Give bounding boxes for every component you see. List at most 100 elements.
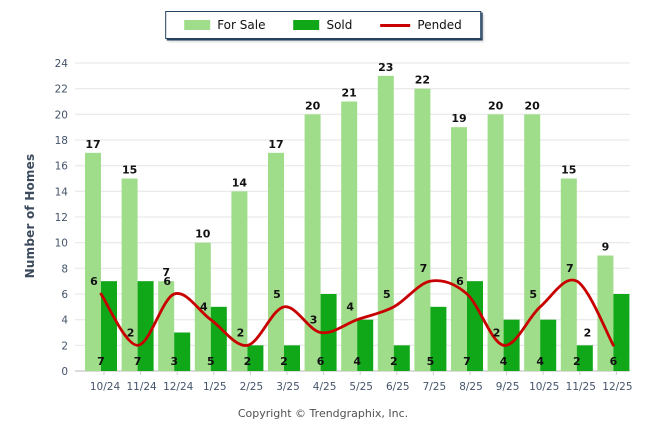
pended-value-label: 6: [163, 275, 171, 288]
for-sale-value-label: 20: [525, 99, 541, 112]
y-tick-label: 14: [55, 186, 69, 198]
for-sale-value-label: 17: [268, 138, 283, 151]
sold-value-label: 7: [134, 355, 142, 368]
pended-line: [99, 278, 615, 347]
pended-value-label: 4: [346, 301, 354, 314]
pended-value-label: 2: [584, 326, 592, 339]
bar-for-sale: [524, 114, 541, 371]
pended-value-label: 5: [383, 288, 391, 301]
bar-sold: [576, 345, 593, 371]
legend-label-sold: Sold: [326, 18, 353, 32]
bar-sold: [430, 306, 447, 371]
bar-for-sale: [451, 127, 467, 372]
bar-sold: [174, 332, 191, 371]
sold-value-label: 2: [390, 355, 398, 368]
x-tick-label: 10/24: [90, 381, 121, 393]
for-sale-value-label: 20: [305, 99, 321, 112]
bar-for-sale: [304, 114, 321, 371]
sold-value-label: 2: [244, 355, 252, 368]
pended-value-label: 2: [237, 326, 245, 339]
y-tick-label: 10: [55, 238, 68, 250]
x-tick-label: 2/25: [240, 381, 264, 393]
y-tick-label: 20: [55, 109, 68, 121]
sold-value-label: 4: [500, 355, 508, 368]
x-tick-label: 1/25: [203, 381, 227, 393]
for-sale-value-label: 15: [122, 164, 137, 177]
bar-for-sale: [268, 152, 284, 371]
pended-value-label: 4: [200, 301, 208, 314]
x-tick-label: 12/24: [163, 381, 194, 393]
pended-value-label: 2: [493, 326, 501, 339]
y-tick-label: 22: [55, 84, 68, 96]
sold-value-label: 4: [536, 355, 544, 368]
bar-for-sale: [121, 178, 138, 371]
x-tick-label: 8/25: [459, 381, 483, 393]
y-tick-label: 24: [55, 58, 69, 70]
for-sale-value-label: 10: [195, 228, 211, 241]
pended-value-label: 5: [529, 288, 537, 301]
pended-value-label: 7: [420, 262, 428, 275]
x-tick-label: 12/25: [602, 381, 632, 393]
pended-value-label: 3: [310, 314, 318, 327]
copyright-text: Copyright © Trendgraphix, Inc.: [237, 407, 409, 420]
y-tick-label: 16: [55, 161, 69, 173]
for-sale-value-label: 23: [378, 61, 393, 74]
for-sale-value-label: 14: [232, 176, 248, 189]
bar-for-sale: [231, 191, 248, 371]
for-sale-value-label: 15: [561, 164, 576, 177]
x-tick-label: 10/25: [529, 381, 559, 393]
bar-for-sale: [597, 255, 614, 371]
x-tick-label: 3/25: [276, 381, 300, 393]
for-sale-value-label: 17: [85, 138, 100, 151]
sold-value-label: 2: [280, 355, 288, 368]
x-tick-label: 7/25: [423, 381, 447, 393]
pended-value-label: 2: [127, 326, 135, 339]
sold-swatch-icon: [293, 20, 320, 30]
for-sale-value-label: 22: [415, 74, 430, 87]
for-sale-swatch-icon: [184, 20, 211, 30]
for-sale-value-label: 9: [602, 241, 610, 254]
legend-item-pended: Pended: [380, 18, 462, 32]
sold-value-label: 6: [610, 355, 618, 368]
pended-value-label: 6: [90, 275, 98, 288]
x-tick-label: 6/25: [386, 381, 410, 393]
bar-sold: [357, 319, 374, 371]
x-tick-label: 5/25: [349, 381, 373, 393]
pended-value-label: 7: [566, 262, 574, 275]
for-sale-value-label: 7: [162, 266, 170, 279]
bar-sold: [137, 281, 154, 371]
for-sale-value-label: 19: [451, 112, 466, 125]
bar-for-sale: [560, 178, 577, 371]
for-sale-value-label: 21: [342, 87, 357, 100]
y-tick-label: 12: [55, 212, 68, 224]
y-tick-label: 2: [61, 340, 68, 352]
y-tick-label: 6: [61, 289, 68, 301]
y-tick-label: 0: [61, 366, 68, 378]
legend-item-sold: Sold: [293, 18, 352, 32]
x-tick-label: 11/24: [126, 381, 157, 393]
sold-value-label: 4: [353, 355, 361, 368]
chart-legend: For Sale Sold Pended: [165, 11, 481, 39]
sold-value-label: 7: [463, 355, 471, 368]
legend-label-for-sale: For Sale: [217, 18, 266, 32]
y-tick-label: 4: [61, 315, 68, 327]
legend-label-pended: Pended: [417, 18, 462, 32]
bar-sold: [284, 345, 300, 371]
x-tick-label: 11/25: [566, 381, 596, 393]
bar-for-sale: [194, 242, 211, 371]
bar-sold: [247, 345, 264, 371]
pended-line-swatch-icon: [380, 23, 411, 27]
pended-value-label: 6: [456, 275, 464, 288]
for-sale-value-label: 20: [488, 99, 504, 112]
bar-for-sale: [487, 114, 504, 371]
bar-for-sale: [158, 281, 175, 371]
bar-for-sale: [341, 101, 358, 371]
sold-value-label: 5: [427, 355, 435, 368]
pended-value-label: 5: [273, 288, 281, 301]
bar-for-sale: [85, 152, 101, 371]
x-tick-label: 9/25: [496, 381, 520, 393]
sold-value-label: 7: [97, 355, 105, 368]
sold-value-label: 2: [573, 355, 581, 368]
